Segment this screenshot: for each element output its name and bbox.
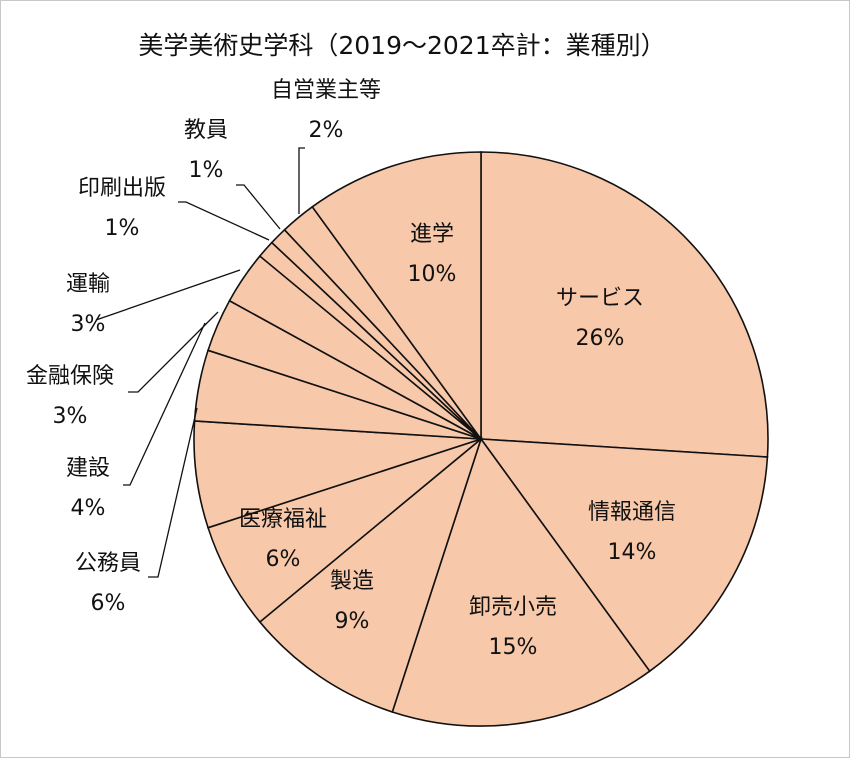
leader-line-7 xyxy=(123,322,206,486)
leader-line-12 xyxy=(298,147,305,214)
slice-value-7: 4% xyxy=(71,496,106,521)
slice-label-10: 印刷出版 xyxy=(78,176,166,201)
slice-value-11: 1% xyxy=(189,158,224,183)
slice-label-9: 運輸 xyxy=(66,272,110,297)
pie-slice-3 xyxy=(391,437,651,727)
slice-value-8: 3% xyxy=(53,404,88,429)
slice-value-5: 6% xyxy=(266,547,301,572)
slice-value-1: 26% xyxy=(576,326,625,351)
chart-title: 美学美術史学科（2019～2021卒計：業種別） xyxy=(138,31,665,60)
labels-layer: サービス 26% 情報通信 14% 卸売小売 15% 製造 9% 医療福祉 6% 公務員 6% 建設 4%… xyxy=(26,78,676,660)
pie-slice-4 xyxy=(258,436,483,713)
slice-label-2: 情報通信 xyxy=(588,500,676,525)
leader-line-9 xyxy=(95,269,241,321)
slice-value-12: 2% xyxy=(309,118,344,143)
slice-value-10: 1% xyxy=(105,216,140,241)
slice-value-9: 3% xyxy=(71,312,106,337)
slice-label-1: サービス xyxy=(556,286,644,311)
pie-slice-2 xyxy=(479,438,769,673)
pie-slice-1 xyxy=(480,151,769,458)
slice-label-7: 建設 xyxy=(66,456,110,481)
leader-line-11 xyxy=(236,184,281,230)
slice-label-11: 教員 xyxy=(184,118,228,143)
slice-label-6: 公務員 xyxy=(75,551,141,576)
slice-label-12: 自営業主等 xyxy=(271,78,381,103)
slice-label-5: 医療福祉 xyxy=(239,507,327,532)
leader-line-8 xyxy=(128,311,219,393)
leader-line-10 xyxy=(178,201,270,241)
slice-label-8: 金融保険 xyxy=(26,364,114,389)
slice-label-13: 進学 xyxy=(410,222,454,247)
slices-layer xyxy=(193,151,769,727)
pie-slice-13 xyxy=(311,151,482,442)
slice-value-4: 9% xyxy=(335,609,370,634)
slice-value-13: 10% xyxy=(408,262,457,287)
slice-value-6: 6% xyxy=(91,591,126,616)
leader-line-6 xyxy=(148,407,198,578)
slice-label-3: 卸売小売 xyxy=(469,595,557,620)
leader-lines-layer xyxy=(95,147,305,578)
slice-value-3: 15% xyxy=(489,635,538,660)
slice-value-2: 14% xyxy=(608,540,657,565)
slice-label-4: 製造 xyxy=(330,569,374,594)
